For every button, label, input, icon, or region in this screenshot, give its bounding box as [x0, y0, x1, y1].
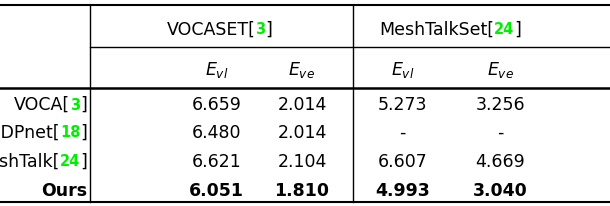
- Text: GDPnet[: GDPnet[: [0, 124, 60, 142]
- Text: 6.051: 6.051: [189, 181, 244, 200]
- Text: MeshTalk[: MeshTalk[: [0, 153, 60, 171]
- Text: Ours: Ours: [41, 181, 87, 200]
- Text: ]: ]: [81, 153, 87, 171]
- Text: 6.607: 6.607: [378, 153, 428, 171]
- Text: $E_{vl}$: $E_{vl}$: [205, 60, 228, 80]
- Text: 1.810: 1.810: [274, 181, 329, 200]
- Text: 5.273: 5.273: [378, 96, 428, 114]
- Text: $E_{ve}$: $E_{ve}$: [487, 60, 514, 80]
- Text: ]: ]: [514, 21, 521, 39]
- Text: 3: 3: [70, 98, 81, 112]
- Text: ]: ]: [81, 96, 87, 114]
- Text: 18: 18: [60, 125, 81, 140]
- Text: VOCA[: VOCA[: [14, 96, 70, 114]
- Text: -: -: [400, 124, 406, 142]
- Text: 2.014: 2.014: [278, 124, 326, 142]
- Text: 2.104: 2.104: [278, 153, 326, 171]
- Text: 6.621: 6.621: [192, 153, 242, 171]
- Text: 3.256: 3.256: [475, 96, 525, 114]
- Text: VOCASET[: VOCASET[: [167, 21, 256, 39]
- Text: 6.480: 6.480: [192, 124, 242, 142]
- Text: $E_{vl}$: $E_{vl}$: [391, 60, 414, 80]
- Text: 24: 24: [494, 22, 514, 37]
- Text: 6.659: 6.659: [192, 96, 242, 114]
- Text: MeshTalkSet[: MeshTalkSet[: [379, 21, 494, 39]
- Text: 2.014: 2.014: [278, 96, 326, 114]
- Text: 4.993: 4.993: [375, 181, 430, 200]
- Text: 24: 24: [60, 154, 81, 169]
- Text: $E_{ve}$: $E_{ve}$: [289, 60, 315, 80]
- Text: ]: ]: [81, 124, 87, 142]
- Text: ]: ]: [266, 21, 273, 39]
- Text: 4.669: 4.669: [475, 153, 525, 171]
- Text: 3.040: 3.040: [473, 181, 528, 200]
- Text: -: -: [497, 124, 503, 142]
- Text: 3: 3: [256, 22, 266, 37]
